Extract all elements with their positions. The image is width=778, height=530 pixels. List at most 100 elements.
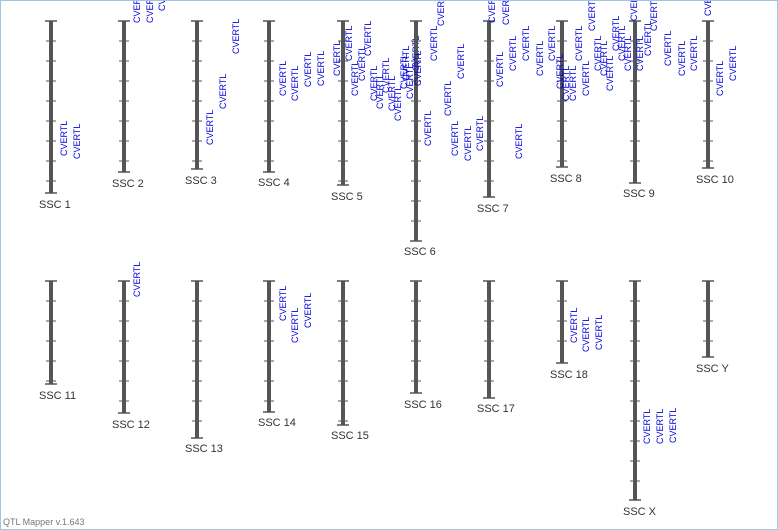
chromosome-ssc-15[interactable]: SSC 15 (331, 280, 369, 442)
qtl-label[interactable]: CVERTL (635, 36, 645, 71)
qtl-label[interactable]: CVERTL (218, 74, 228, 109)
qtl-label[interactable]: CVERTL (555, 54, 565, 89)
chromosome-ssc-16[interactable]: SSC 16 (404, 280, 442, 411)
qtl-label[interactable]: CVERTL (205, 110, 215, 145)
qtl-label[interactable]: CVERTL (132, 1, 142, 23)
qtl-label[interactable]: CVERTL (59, 121, 69, 156)
qtl-label[interactable]: CVERTL (450, 121, 460, 156)
qtl-label[interactable]: CVERTL (145, 1, 155, 23)
qtl-label[interactable]: CVERTL (369, 66, 379, 101)
qtl-label[interactable]: CVERTL (574, 26, 584, 61)
qtl-label[interactable]: CVERTL (617, 26, 627, 61)
qtl-label[interactable]: CVERTL (508, 36, 518, 71)
chromosome-ssc-17[interactable]: SSC 17 (477, 280, 515, 415)
chromosome-ssc-2[interactable]: SSC 2CVERTLCVERTLCVERTL (112, 1, 167, 190)
qtl-label[interactable]: CVERTL (703, 1, 713, 16)
chromosome-bar[interactable] (414, 281, 418, 393)
qtl-label[interactable]: CVERTL (278, 61, 288, 96)
qtl-label[interactable]: CVERTL (535, 41, 545, 76)
qtl-label[interactable]: CVERTL (514, 124, 524, 159)
qtl-label[interactable]: CVERTL (132, 262, 142, 297)
chromosome-ssc-12[interactable]: SSC 12 CVERTL (112, 262, 150, 431)
chromosome-bar[interactable] (195, 21, 199, 169)
chromosome-bar[interactable] (49, 21, 53, 193)
qtl-label[interactable]: CVERTL (303, 52, 313, 87)
qtl-label[interactable]: CVERTL (381, 58, 391, 93)
qtl-label[interactable]: CVERTL (587, 1, 597, 31)
qtl-label[interactable]: CVERTL (332, 41, 342, 76)
chromosome-bar[interactable] (414, 21, 418, 241)
qtl-label[interactable]: CVERTL (157, 1, 167, 11)
qtl-label[interactable]: CVERTL (456, 44, 466, 79)
qtl-label[interactable]: CVERTL (715, 61, 725, 96)
qtl-label[interactable]: CVERTL (303, 293, 313, 328)
qtl-label[interactable]: CVERTL (357, 46, 367, 81)
chromosome-bar[interactable] (341, 281, 345, 425)
chromosome-ssc-9[interactable]: SSC 9CVERTLCVERTLCVERTLCVERTLCVERTLCVERT… (605, 1, 659, 200)
chromosome-bar[interactable] (195, 281, 199, 438)
chromosome-bar[interactable] (706, 281, 710, 357)
qtl-label[interactable]: CVERTL (668, 408, 678, 443)
qtl-label[interactable]: CVERTL (393, 86, 403, 121)
qtl-label[interactable]: CVERTL (399, 54, 409, 89)
qtl-label[interactable]: CVERTL (475, 116, 485, 151)
qtl-label[interactable]: CVERTL (521, 26, 531, 61)
qtl-label[interactable]: CVERTL (599, 41, 609, 76)
qtl-label[interactable]: CVERTL (689, 36, 699, 71)
qtl-label[interactable]: CVERTL (642, 409, 652, 444)
qtl-label[interactable]: CVERTL (581, 61, 591, 96)
qtl-label[interactable]: CVERTL (581, 317, 591, 352)
qtl-label[interactable]: CVERTL (677, 41, 687, 76)
qtl-label[interactable]: CVERTL (568, 66, 578, 101)
qtl-label[interactable]: CVERTL (423, 111, 433, 146)
qtl-label[interactable]: CVERTL (495, 52, 505, 87)
chromosome-ssc-7[interactable]: SSC 7CVERTLCVERTLCVERTLCVERTLCVERTLCVERT… (475, 1, 531, 215)
qtl-label[interactable]: CVERTL (436, 1, 446, 26)
chromosome-ssc-13[interactable]: SSC 13 (185, 280, 223, 455)
qtl-label[interactable]: CVERTL (387, 76, 397, 111)
qtl-label[interactable]: CVERTL (728, 46, 738, 81)
qtl-label[interactable]: CVERTL (316, 51, 326, 86)
chromosome-bar[interactable] (560, 21, 564, 167)
qtl-label[interactable]: CVERTL (443, 81, 453, 116)
qtl-label[interactable]: CVERTL (350, 61, 360, 96)
qtl-label[interactable]: CVERTL (290, 66, 300, 101)
qtl-label[interactable]: CVERTL (401, 46, 411, 81)
chromosome-bar[interactable] (487, 21, 491, 197)
qtl-label[interactable]: CVERTL (363, 21, 373, 56)
chromosome-bar[interactable] (49, 281, 53, 384)
chromosome-bar[interactable] (122, 21, 126, 172)
qtl-label[interactable]: CVERTL (594, 315, 604, 350)
qtl-label[interactable]: CVERTL (623, 36, 633, 71)
qtl-label[interactable]: CVERTL (593, 36, 603, 71)
chromosome-bar[interactable] (560, 281, 564, 363)
chromosome-ssc-1[interactable]: SSC 1 CVERTL CVERTL (39, 20, 82, 211)
qtl-label[interactable]: CVERTL (375, 74, 385, 109)
chromosome-bar[interactable] (122, 281, 126, 413)
qtl-label[interactable]: CVERTL (611, 16, 621, 51)
qtl-label[interactable]: CVERTL (649, 1, 659, 31)
qtl-label[interactable]: CVERTL (290, 308, 300, 343)
chromosome-ssc-10[interactable]: SSC 10CVERTLCVERTLCVERTLCVERTLCVERTLCVER… (663, 1, 738, 186)
qtl-label[interactable]: CVERTL (231, 19, 241, 54)
chromosome-bar[interactable] (267, 21, 271, 172)
qtl-label[interactable]: CVERTL (487, 1, 497, 23)
chromosome-ssc-11[interactable]: SSC 11 (39, 280, 76, 402)
qtl-label[interactable]: CVERTL (413, 51, 423, 86)
qtl-label[interactable]: CVERTL (463, 126, 473, 161)
chromosome-bar[interactable] (341, 21, 345, 185)
chromosome-bar[interactable] (487, 281, 491, 398)
chromosome-ssc-y[interactable]: SSC Y (696, 280, 729, 375)
qtl-label[interactable]: CVERTL (429, 26, 439, 61)
qtl-label[interactable]: CVERTL (501, 1, 511, 25)
qtl-label[interactable]: CVERTL (643, 21, 653, 56)
qtl-label[interactable]: CVERTL (561, 66, 571, 101)
qtl-label[interactable]: CVERTL (278, 286, 288, 321)
